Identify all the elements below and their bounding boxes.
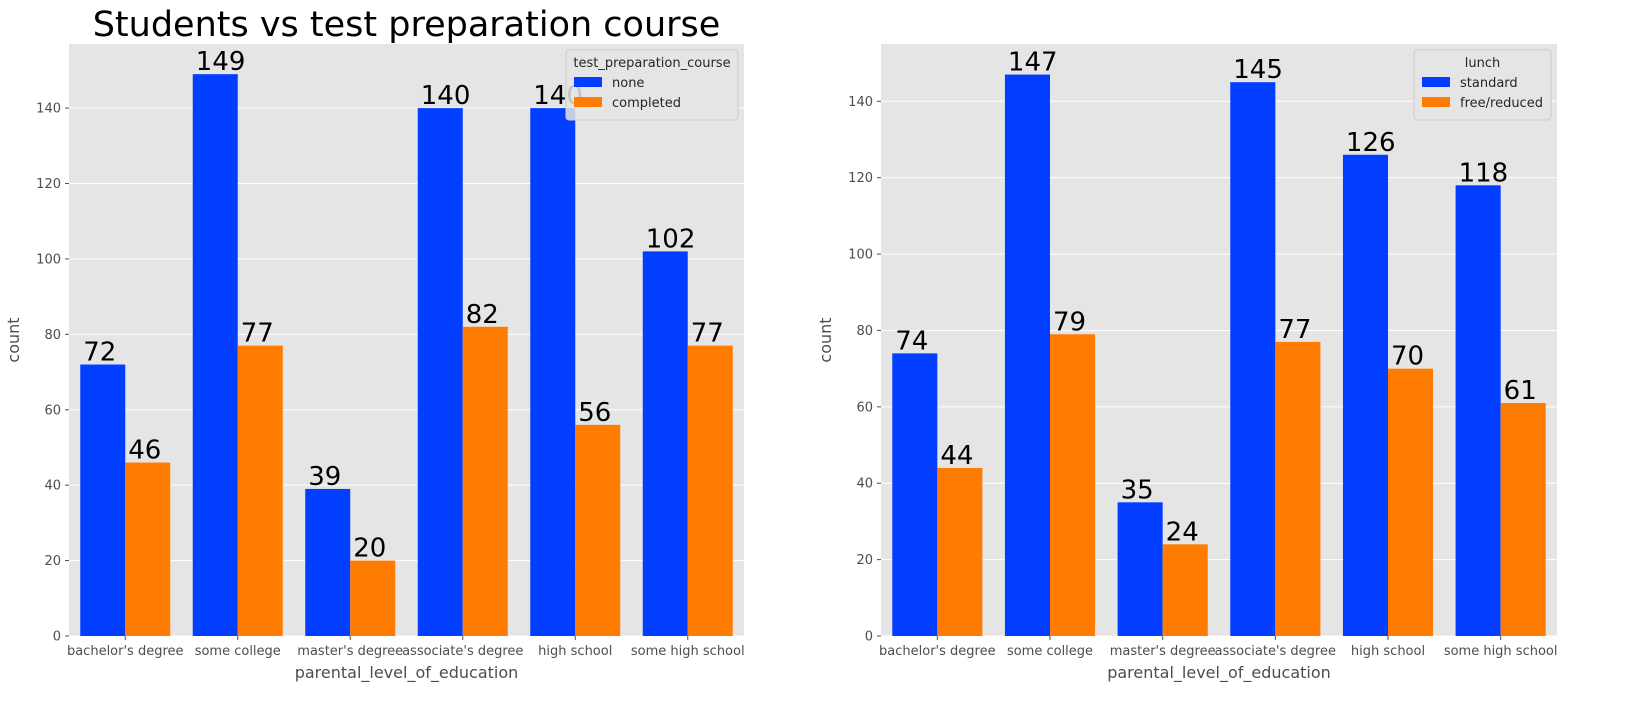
y-tick-label: 80 <box>856 324 873 339</box>
x-tick-label: associate's degree <box>1215 644 1336 659</box>
bar-value-label: 147 <box>1008 48 1058 78</box>
y-tick-label: 40 <box>856 477 873 492</box>
legend-swatch <box>1422 77 1450 87</box>
bar-value-label: 46 <box>128 436 161 466</box>
bar-completed <box>125 462 171 636</box>
bar-value-label: 82 <box>466 300 499 330</box>
bar-value-label: 118 <box>1459 158 1509 188</box>
bar-standard <box>1455 185 1501 636</box>
x-tick-label: bachelor's degree <box>879 644 996 659</box>
y-tick-label: 20 <box>44 554 61 569</box>
bar-completed <box>237 345 283 636</box>
bar-free-reduced <box>937 467 983 636</box>
x-tick-label: master's degree <box>1110 644 1216 659</box>
bar-value-label: 79 <box>1053 307 1086 337</box>
bar-free-reduced <box>1050 334 1096 636</box>
y-axis-label: count <box>816 317 835 362</box>
bar-free-reduced <box>1162 544 1208 636</box>
y-tick-label: 80 <box>44 328 61 343</box>
bar-value-label: 140 <box>421 81 471 111</box>
bar-none <box>305 488 351 636</box>
x-tick-label: bachelor's degree <box>67 644 184 659</box>
y-tick-label: 0 <box>865 630 873 645</box>
legend-entry: standard <box>1460 76 1518 91</box>
bar-standard <box>892 353 938 636</box>
bar-completed <box>350 560 396 636</box>
bar-none <box>192 74 238 637</box>
y-axis-label: count <box>4 317 23 362</box>
bar-value-label: 70 <box>1391 342 1424 372</box>
legend-swatch <box>1422 97 1450 107</box>
legend-title: test_preparation_course <box>573 56 730 71</box>
x-tick-label: some college <box>1007 644 1093 659</box>
bar-value-label: 61 <box>1504 376 1537 406</box>
plot-area <box>69 44 744 636</box>
chart-panel-1: 0 20 40 60 80 100 120 140 72 46 bachelor's degree 1… <box>4 5 745 683</box>
bar-value-label: 72 <box>83 338 116 368</box>
legend-entry: free/reduced <box>1460 96 1543 111</box>
bar-value-label: 44 <box>940 441 973 471</box>
x-tick-label: associate's degree <box>402 644 523 659</box>
bar-value-label: 39 <box>308 462 341 492</box>
y-tick-label: 140 <box>848 95 873 110</box>
legend-entry: none <box>612 76 644 91</box>
legend-title: lunch <box>1465 56 1500 71</box>
x-tick-label: some high school <box>1444 644 1558 659</box>
bar-value-label: 24 <box>1166 517 1199 547</box>
y-tick-label: 60 <box>856 400 873 415</box>
y-tick-label: 60 <box>44 403 61 418</box>
legend-swatch <box>574 97 602 107</box>
y-tick-label: 40 <box>44 479 61 494</box>
bar-completed <box>575 424 621 636</box>
x-tick-label: high school <box>538 644 612 659</box>
x-tick-label: high school <box>1351 644 1425 659</box>
bar-value-label: 126 <box>1346 128 1396 158</box>
y-tick-label: 100 <box>848 248 873 263</box>
bar-value-label: 149 <box>196 47 246 77</box>
bar-free-reduced <box>1275 341 1321 636</box>
bar-value-label: 77 <box>241 319 274 349</box>
legend-entry: completed <box>612 96 681 111</box>
legend: lunch standard free/reduced <box>1413 49 1552 121</box>
bar-completed <box>462 326 508 636</box>
bar-standard <box>1342 154 1388 636</box>
bar-value-label: 35 <box>1121 475 1154 505</box>
y-tick-label: 20 <box>856 553 873 568</box>
bar-value-label: 77 <box>1278 315 1311 345</box>
y-tick-label: 120 <box>36 177 61 192</box>
bar-none <box>80 364 126 636</box>
bar-completed <box>687 345 733 636</box>
x-tick-label: some college <box>195 644 281 659</box>
bar-value-label: 56 <box>578 398 611 428</box>
legend-box <box>565 49 739 121</box>
bar-none <box>417 108 463 636</box>
y-tick-label: 100 <box>36 252 61 267</box>
bar-standard <box>1230 82 1276 637</box>
chart-title: Students vs test preparation course <box>93 5 721 45</box>
bar-value-label: 20 <box>353 534 386 564</box>
bar-value-label: 77 <box>691 319 724 349</box>
x-axis-label: parental_level_of_education <box>1107 663 1331 683</box>
legend-swatch <box>574 77 602 87</box>
bar-value-label: 102 <box>646 224 696 254</box>
bar-standard <box>1004 74 1050 637</box>
bar-value-label: 145 <box>1233 55 1283 85</box>
bar-value-label: 74 <box>895 326 928 356</box>
bar-none <box>530 108 576 636</box>
bar-standard <box>1117 502 1163 636</box>
y-tick-label: 120 <box>848 171 873 186</box>
bar-free-reduced <box>1500 403 1546 636</box>
chart-panel-2: 0 20 40 60 80 100 120 140 74 44 bachelor's degree 1… <box>816 44 1558 683</box>
plot-area <box>881 44 1557 636</box>
y-tick-label: 0 <box>53 630 61 645</box>
y-tick-label: 140 <box>36 102 61 117</box>
bar-free-reduced <box>1388 368 1434 636</box>
x-tick-label: master's degree <box>297 644 403 659</box>
bar-none <box>642 251 688 636</box>
x-axis-label: parental_level_of_education <box>295 663 519 683</box>
x-tick-label: some high school <box>631 644 745 659</box>
